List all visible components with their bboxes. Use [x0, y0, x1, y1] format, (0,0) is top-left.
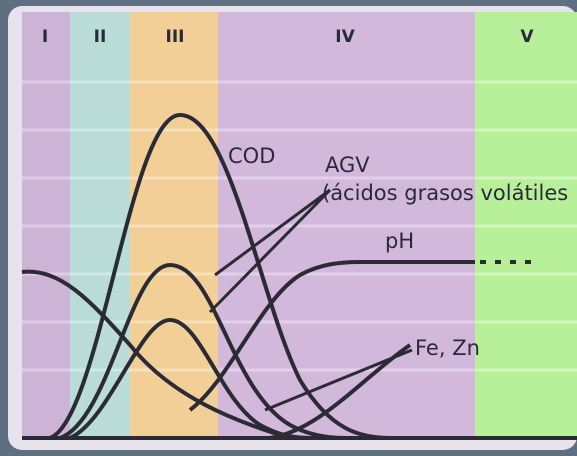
phase-label: IV [335, 27, 355, 47]
label-agv: AGV [325, 153, 370, 177]
label-fe-zn: Fe, Zn [415, 336, 480, 360]
phase-label: I [42, 27, 48, 47]
phase-label: V [520, 27, 534, 47]
diagram: I II III IV V COD AGV (ácidos grasos vol… [0, 0, 577, 456]
phase-label: III [166, 27, 185, 47]
label-cod: COD [228, 144, 275, 168]
label-agv-note: (ácidos grasos volátiles [322, 181, 568, 205]
phase-label: II [94, 27, 107, 47]
label-ph: pH [385, 229, 414, 253]
